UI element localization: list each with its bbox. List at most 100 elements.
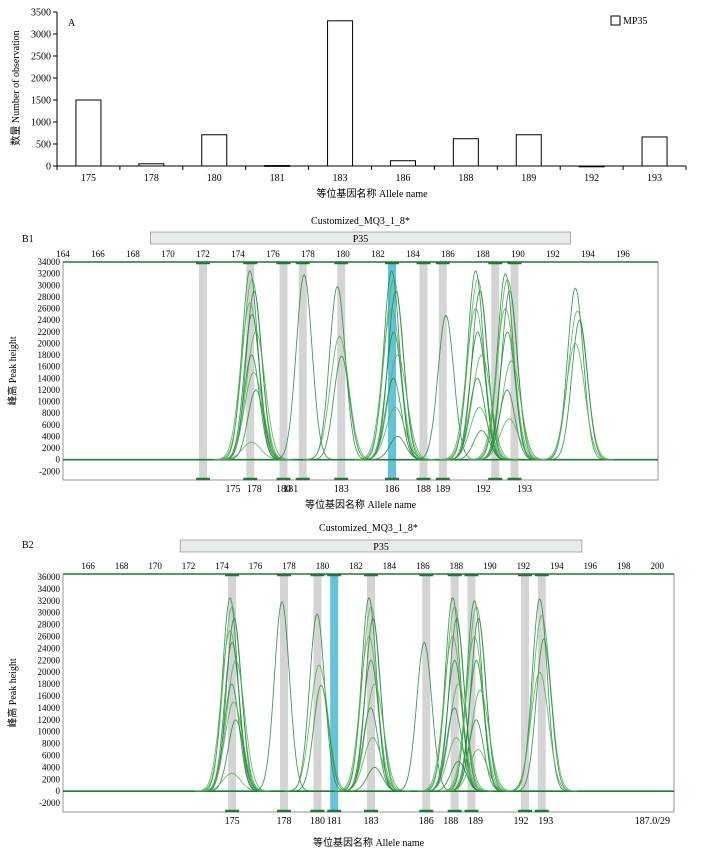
top-x-tick-label: 172 [196, 249, 210, 259]
trace-line [446, 331, 510, 461]
trace-line [338, 597, 400, 792]
bin [419, 262, 428, 478]
panel-b1: B1 Customized_MQ3_1_8* P35 164 166 168 170 172 1… [6, 216, 659, 511]
bin [337, 262, 346, 478]
bin-label: 189 [468, 816, 483, 827]
peak-group [272, 274, 336, 461]
bin-label: 178 [276, 816, 291, 827]
range-bar [150, 231, 571, 245]
bin-label: 178 [247, 484, 262, 495]
trace-line [470, 278, 545, 461]
y-tick-label: 14000 [38, 703, 61, 713]
peak-group [417, 597, 494, 792]
peak-group [354, 269, 435, 461]
panel-a-x-tick-label: 193 [647, 173, 662, 184]
x-axis-title: 等位基因名称 Allele name [313, 836, 425, 849]
peak-group [213, 269, 293, 461]
panel-a-x-tick-label: 188 [458, 173, 473, 184]
selected-bin [388, 262, 396, 478]
bin-label: 186 [419, 816, 434, 827]
y-tick-label: -2000 [39, 798, 60, 808]
bin-label: 180 [276, 484, 291, 495]
panel-a-y-tick-label: 500 [36, 140, 51, 151]
trace-line [468, 307, 543, 461]
peak-group [333, 597, 410, 792]
y-tick-label: 20000 [38, 338, 61, 348]
trace-line [414, 314, 478, 461]
y-tick-label: 12000 [38, 385, 61, 395]
y-tick-label: 14000 [38, 373, 61, 383]
y-tick-label: 4000 [42, 762, 61, 772]
panel-label: B2 [22, 540, 34, 551]
trace-line [441, 606, 512, 792]
y-tick-label: 16000 [38, 362, 61, 372]
bar [515, 134, 542, 167]
bin-label: 193 [517, 484, 532, 495]
bin-label: 188 [443, 816, 458, 827]
trace-line [441, 278, 515, 461]
trace-line [284, 664, 355, 792]
trace-line [335, 606, 407, 792]
bar [75, 99, 102, 167]
bar [578, 165, 605, 168]
trace-line [450, 430, 514, 461]
y-tick-label: 24000 [38, 643, 61, 653]
top-x-tick-label: 172 [182, 561, 196, 571]
y-tick-label: 32000 [38, 596, 61, 606]
peak-group [468, 272, 549, 461]
selected-bin [330, 574, 339, 812]
bin-label: 181 [327, 816, 342, 827]
y-tick-label: 22000 [38, 327, 61, 337]
bin [279, 262, 288, 478]
range-bar [179, 539, 583, 553]
panel-a-y-tick-label: 2500 [31, 52, 51, 63]
y-tick-label: -2000 [39, 466, 60, 476]
top-x-tick-label: 178 [282, 561, 296, 571]
bin [279, 574, 288, 812]
y-tick-label: 16000 [38, 691, 61, 701]
trace-line [443, 749, 514, 792]
top-x-tick-label: 174 [231, 249, 245, 259]
y-axis-title: 峰高 Peak height [6, 336, 19, 406]
y-tick-label: 28000 [38, 620, 61, 630]
trace-line [272, 274, 336, 461]
bin [521, 574, 530, 812]
y-tick-label: 2000 [42, 443, 61, 453]
y-tick-label: 8000 [42, 408, 61, 418]
top-x-tick-label: 176 [249, 561, 263, 571]
y-tick-label: 34000 [38, 257, 61, 267]
bin-label: 189 [435, 484, 450, 495]
y-tick-label: 0 [56, 455, 61, 465]
trace-line [344, 766, 405, 792]
bin-label: 183 [334, 484, 349, 495]
trace-line [476, 331, 539, 461]
top-x-tick-label: 190 [483, 561, 497, 571]
peak-group [394, 641, 455, 792]
trace-line [205, 719, 266, 792]
bar [641, 136, 668, 167]
bin [313, 574, 322, 812]
plot-frame [62, 261, 659, 481]
panel-a-x-tick-label: 192 [584, 173, 599, 184]
top-x-tick-label: 188 [450, 561, 464, 571]
panel-a-x-tick-label: 175 [81, 173, 96, 184]
bar [138, 163, 165, 167]
corner-label: 187.0/29 [635, 816, 670, 827]
y-tick-label: 30000 [38, 280, 61, 290]
bin [537, 574, 546, 812]
y-tick-label: 34000 [38, 584, 61, 594]
y-tick-label: 22000 [38, 655, 61, 665]
top-x-tick-label: 166 [91, 249, 105, 259]
peak-group [414, 314, 478, 461]
top-x-tick-label: 188 [476, 249, 490, 259]
trace-line [198, 701, 269, 792]
trace-line [201, 683, 262, 792]
trace-line [473, 272, 537, 461]
y-tick-label: 18000 [38, 350, 61, 360]
top-x-tick-label: 196 [584, 561, 598, 571]
y-tick-label: 26000 [38, 304, 61, 314]
y-tick-label: 0 [56, 786, 61, 796]
panel-a-y-tick-label: 3000 [31, 30, 51, 41]
trace-line [513, 638, 574, 792]
trace-line [509, 598, 570, 792]
